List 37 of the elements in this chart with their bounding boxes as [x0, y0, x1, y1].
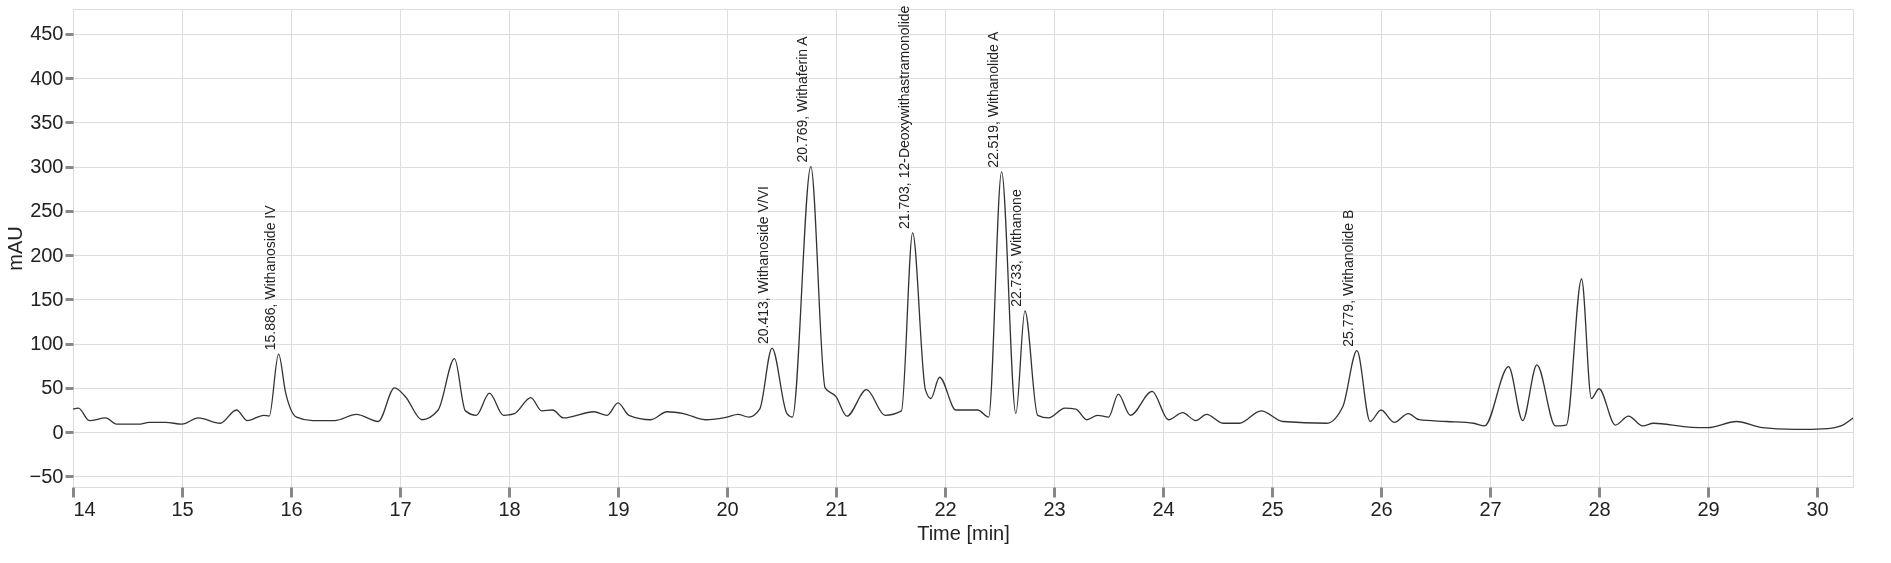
x-tick-label: 17 — [389, 497, 412, 520]
y-tick-label: 300 — [30, 155, 64, 178]
x-tick-label: 28 — [1588, 497, 1611, 520]
x-tick-label: 14 — [73, 497, 96, 520]
annotation: 15.886, Withanoside IV — [261, 204, 278, 351]
y-tick-label: 0 — [52, 420, 64, 443]
x-tick-label: 26 — [1370, 497, 1393, 520]
x-tick-label: 30 — [1806, 497, 1829, 520]
annotation: 25.779, Withanolide B — [1339, 209, 1356, 347]
x-tick-label: 27 — [1479, 497, 1502, 520]
y-tick-label: 200 — [30, 243, 64, 266]
x-tick-label: 22 — [934, 497, 957, 520]
y-tick-label: 400 — [30, 66, 64, 89]
annotation: 20.769, Withaferin A — [793, 35, 810, 163]
y-tick-label: −50 — [29, 464, 64, 487]
x-tick-label: 20 — [716, 497, 739, 520]
annotation: 20.413, Withanoside V/VI — [755, 186, 772, 345]
y-tick-label: 100 — [30, 332, 64, 355]
y-tick-label: 450 — [30, 22, 64, 45]
x-tick-label: 21 — [825, 497, 848, 520]
x-axis-title: Time [min] — [917, 521, 1010, 544]
y-tick-label: 50 — [41, 376, 64, 399]
annotation: 21.703, 12-Deoxywithastramonolide — [895, 5, 912, 229]
y-tick-label: 250 — [30, 199, 64, 222]
y-tick-label: 350 — [30, 110, 64, 133]
x-tick-label: 19 — [607, 497, 630, 520]
x-tick-label: 16 — [280, 497, 303, 520]
x-tick-label: 25 — [1261, 497, 1284, 520]
y-axis-title: mAU — [3, 226, 26, 271]
x-tick-label: 24 — [1152, 497, 1175, 520]
x-tick-label: 18 — [498, 497, 521, 520]
annotation: 22.519, Withanolide A — [984, 31, 1001, 168]
x-tick-label: 29 — [1697, 497, 1720, 520]
annotation: 22.733, Withanone — [1007, 189, 1024, 307]
x-tick-label: 15 — [171, 497, 194, 520]
x-tick-label: 23 — [1043, 497, 1066, 520]
y-tick-label: 150 — [30, 287, 64, 310]
